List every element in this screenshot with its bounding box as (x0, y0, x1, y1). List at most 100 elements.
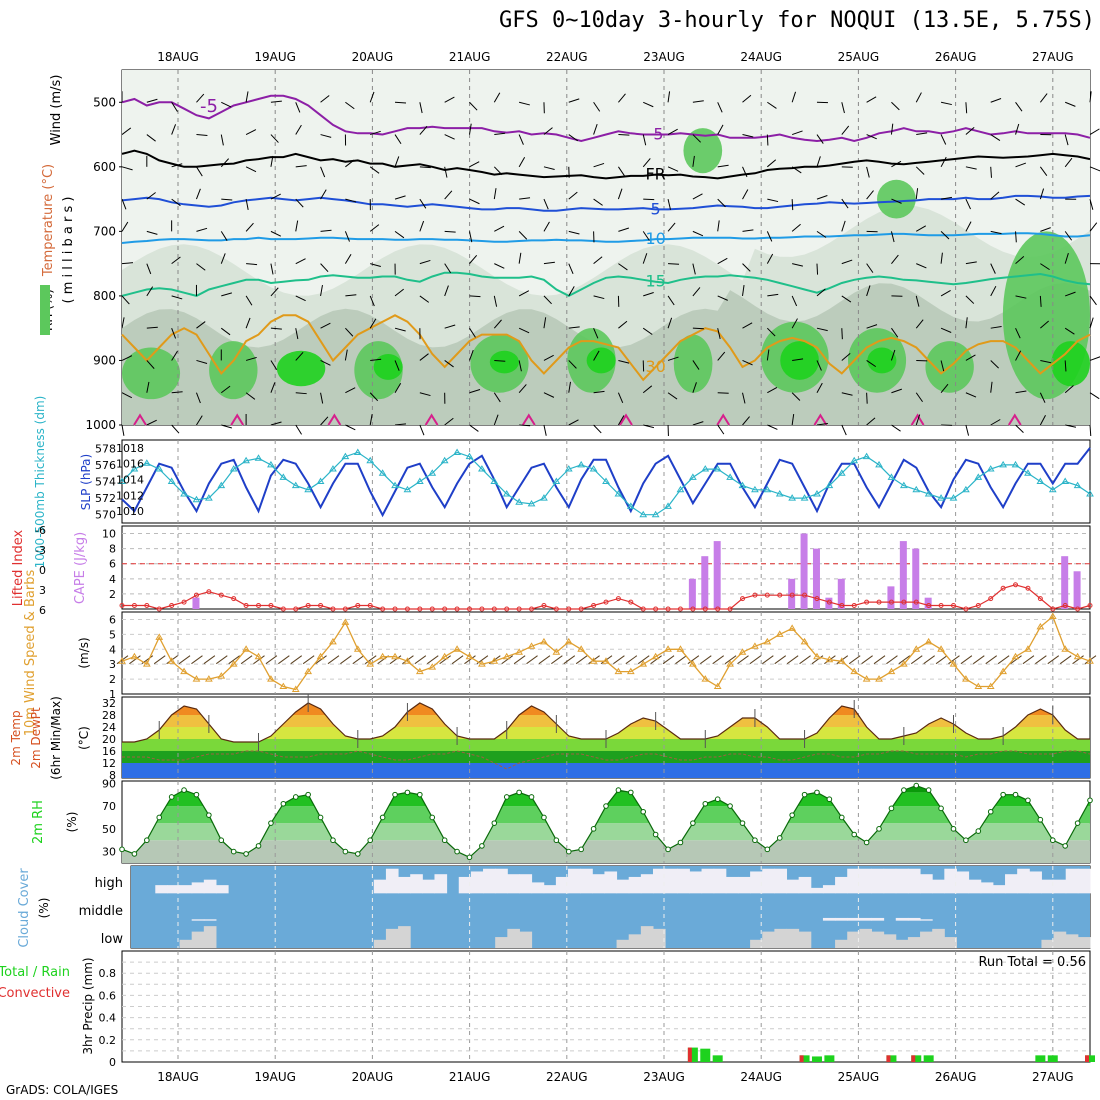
wind-point (1011, 652, 1020, 660)
wind-barb (916, 132, 928, 136)
wind-point (899, 660, 908, 667)
date-label-bottom: 18AUG (157, 1070, 199, 1084)
wind-barb (816, 195, 828, 200)
li-point (429, 606, 435, 612)
wind-barb (270, 230, 282, 237)
wind-point (986, 682, 995, 690)
wind-barb (146, 360, 155, 369)
date-label-bottom: 22AUG (546, 1070, 588, 1084)
wind-barb (1089, 128, 1100, 135)
wind-barb (171, 295, 183, 300)
cloud-middle-bar (920, 919, 933, 921)
thickness-point (378, 469, 387, 476)
li-point (665, 606, 671, 612)
rh-point (565, 848, 572, 855)
rh-point (925, 787, 932, 793)
thickness-point (676, 485, 685, 493)
cape-bar (688, 578, 696, 609)
wind-barb (667, 166, 679, 172)
y-tick-label: -3 (35, 544, 46, 557)
wind-barb (513, 655, 526, 665)
y-tick-label: 572 (95, 492, 116, 505)
wind-barb (469, 389, 481, 394)
wind-barb (1039, 166, 1048, 177)
cloud-middle-bar (191, 919, 205, 921)
wind-barb (414, 655, 427, 665)
rh-point (950, 826, 957, 832)
wind-point (415, 667, 424, 675)
y-tick-label: 576 (95, 459, 116, 472)
wind-barb (1035, 655, 1047, 665)
footer-credit: GrADS: COLA/IGES (6, 1083, 119, 1097)
rh-point (268, 820, 274, 826)
wind-point (837, 657, 846, 664)
wind-barb (650, 655, 662, 665)
thickness-point (502, 489, 511, 497)
wind-barb (295, 328, 299, 340)
wind-barb (965, 102, 968, 114)
wind-barb (791, 130, 803, 136)
rh-point (1000, 791, 1006, 798)
y-tick-label: 800 (93, 289, 116, 303)
li-point (752, 592, 758, 598)
wind-barb (419, 166, 431, 169)
wind-barb (667, 222, 676, 232)
y-tick-label: 2 (109, 673, 116, 686)
thickness-point (1036, 477, 1045, 484)
cloud-low-bar (1041, 939, 1055, 948)
cloud-label-middle: middle (79, 904, 123, 919)
thickness-point (751, 485, 759, 493)
cloud-high-bar (616, 879, 630, 894)
rh-point (206, 812, 212, 818)
wind-barb (667, 295, 675, 306)
thickness-point (403, 485, 412, 493)
wind-barb (791, 318, 798, 329)
wind-barb (774, 655, 787, 665)
li-point (404, 606, 410, 612)
wind-barb (439, 655, 451, 665)
wind-barb (494, 132, 506, 136)
cloud-panel: high middle low Cloud Cover (%) (17, 866, 1091, 948)
precip-total-bar (886, 1055, 897, 1062)
wind-barb (940, 289, 951, 297)
li-point (1013, 582, 1019, 588)
rh-point (243, 851, 249, 857)
li-point (591, 603, 597, 609)
wind-barb (221, 292, 232, 297)
date-label-top: 23AUG (643, 50, 685, 64)
surface-isotherm (424, 413, 439, 426)
wind-barb (915, 92, 922, 103)
wind-barb (394, 383, 402, 393)
wind-point (130, 652, 139, 660)
surface-isotherm (230, 413, 245, 426)
cloud-low-bar (385, 928, 399, 948)
wind-barb (320, 416, 329, 426)
y-tick-label: 0.2 (99, 1034, 117, 1047)
wind-barb (245, 129, 257, 135)
rh-point (454, 848, 460, 855)
precip-total-bar (811, 1056, 822, 1062)
temp-band (122, 763, 1090, 778)
li-point (342, 606, 348, 612)
wind-barb (419, 295, 430, 303)
wind-barb (643, 198, 655, 201)
wind-barb (848, 655, 861, 665)
wind-barb (990, 285, 997, 297)
wind-barb (121, 198, 127, 210)
wind-barb (369, 295, 375, 307)
wind-barb (518, 290, 530, 297)
wind-point (316, 652, 325, 660)
cloud-high-bar (483, 868, 496, 894)
cape-bar (713, 541, 721, 609)
wind-barb (717, 424, 725, 435)
wind-barb (668, 263, 680, 265)
wind-barb (352, 655, 365, 665)
wind-barb (494, 263, 505, 269)
wind-point (155, 633, 164, 640)
y-tick-label: 0 (109, 1056, 116, 1069)
thickness-point (180, 489, 188, 497)
wind-barb (791, 295, 798, 307)
li-point (206, 589, 212, 595)
wind-barb (278, 655, 290, 665)
wind-barb (816, 288, 826, 297)
